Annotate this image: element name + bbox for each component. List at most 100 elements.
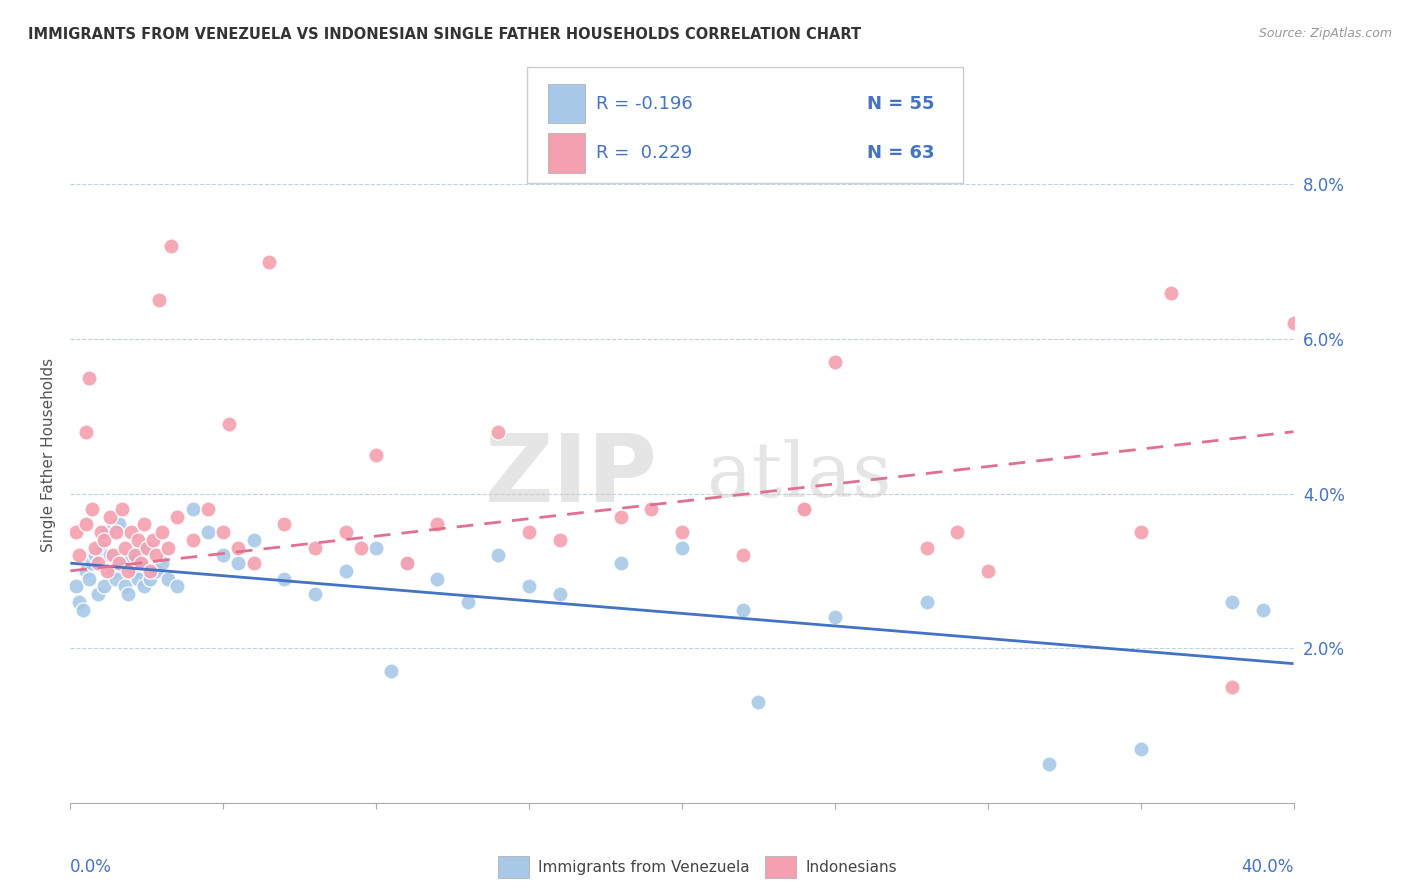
Point [747, 695, 769, 709]
Point [218, 417, 240, 431]
Point [65, 579, 87, 593]
Point [166, 509, 188, 524]
Point [124, 564, 146, 578]
Point [517, 525, 540, 540]
Point [127, 572, 149, 586]
Point [90, 525, 112, 540]
Text: Indonesians: Indonesians [806, 860, 897, 874]
Point [257, 254, 280, 268]
Point [157, 572, 180, 586]
Point [108, 556, 131, 570]
Point [197, 502, 219, 516]
Point [610, 509, 633, 524]
Point [1129, 741, 1152, 756]
Point [98, 549, 121, 563]
Point [105, 525, 128, 540]
Point [366, 448, 388, 462]
Point [228, 556, 250, 570]
Text: 0.0%: 0.0% [70, 858, 112, 877]
Point [380, 665, 402, 679]
Point [111, 556, 134, 570]
Point [101, 564, 124, 578]
Point [135, 541, 157, 555]
Point [273, 517, 295, 532]
Text: N = 63: N = 63 [868, 145, 935, 162]
Point [1129, 525, 1152, 540]
Point [395, 556, 418, 570]
Point [75, 517, 97, 532]
Point [976, 564, 998, 578]
Point [83, 541, 105, 555]
Point [426, 572, 449, 586]
Point [148, 293, 170, 308]
Point [139, 564, 162, 578]
Point [197, 525, 219, 540]
Point [75, 564, 97, 578]
Point [83, 549, 105, 563]
Point [127, 533, 149, 547]
Point [87, 587, 110, 601]
Point [132, 517, 155, 532]
Point [212, 525, 235, 540]
Point [824, 610, 846, 624]
Point [304, 587, 326, 601]
Point [77, 370, 100, 384]
Point [121, 525, 143, 540]
Point [117, 564, 139, 578]
Point [117, 587, 139, 601]
Point [212, 549, 235, 563]
Point [77, 572, 100, 586]
Text: IMMIGRANTS FROM VENEZUELA VS INDONESIAN SINGLE FATHER HOUSEHOLDS CORRELATION CHA: IMMIGRANTS FROM VENEZUELA VS INDONESIAN … [28, 27, 862, 42]
Point [121, 549, 143, 563]
Point [166, 579, 188, 593]
Point [98, 509, 121, 524]
Text: N = 55: N = 55 [868, 95, 935, 112]
Point [824, 355, 846, 369]
Text: ZIP: ZIP [485, 430, 658, 522]
Point [457, 595, 479, 609]
Text: Source: ZipAtlas.com: Source: ZipAtlas.com [1258, 27, 1392, 40]
Point [90, 541, 112, 555]
Point [1038, 757, 1060, 772]
Point [335, 564, 357, 578]
Point [1220, 595, 1243, 609]
Point [731, 602, 754, 616]
Point [157, 541, 180, 555]
Point [72, 602, 94, 616]
Point [793, 502, 815, 516]
Point [87, 556, 110, 570]
Point [731, 549, 754, 563]
Point [915, 541, 938, 555]
Point [304, 541, 326, 555]
Point [108, 517, 131, 532]
Point [139, 572, 162, 586]
Point [488, 425, 510, 439]
Point [181, 502, 204, 516]
Point [124, 549, 146, 563]
Point [793, 502, 815, 516]
Point [114, 579, 136, 593]
Point [69, 549, 91, 563]
Point [488, 549, 510, 563]
Point [366, 541, 388, 555]
Y-axis label: Single Father Households: Single Father Households [41, 358, 56, 552]
Point [75, 425, 97, 439]
Point [671, 525, 693, 540]
Point [101, 549, 124, 563]
Point [1160, 285, 1182, 300]
Point [273, 572, 295, 586]
Point [80, 502, 103, 516]
Point [69, 595, 91, 609]
Point [160, 239, 183, 253]
Point [640, 502, 662, 516]
Point [671, 541, 693, 555]
Text: R =  0.229: R = 0.229 [596, 145, 692, 162]
Point [1282, 317, 1305, 331]
Point [1251, 602, 1274, 616]
Point [946, 525, 969, 540]
Point [181, 533, 204, 547]
Point [145, 549, 167, 563]
Point [426, 517, 449, 532]
Point [243, 533, 266, 547]
Point [610, 556, 633, 570]
